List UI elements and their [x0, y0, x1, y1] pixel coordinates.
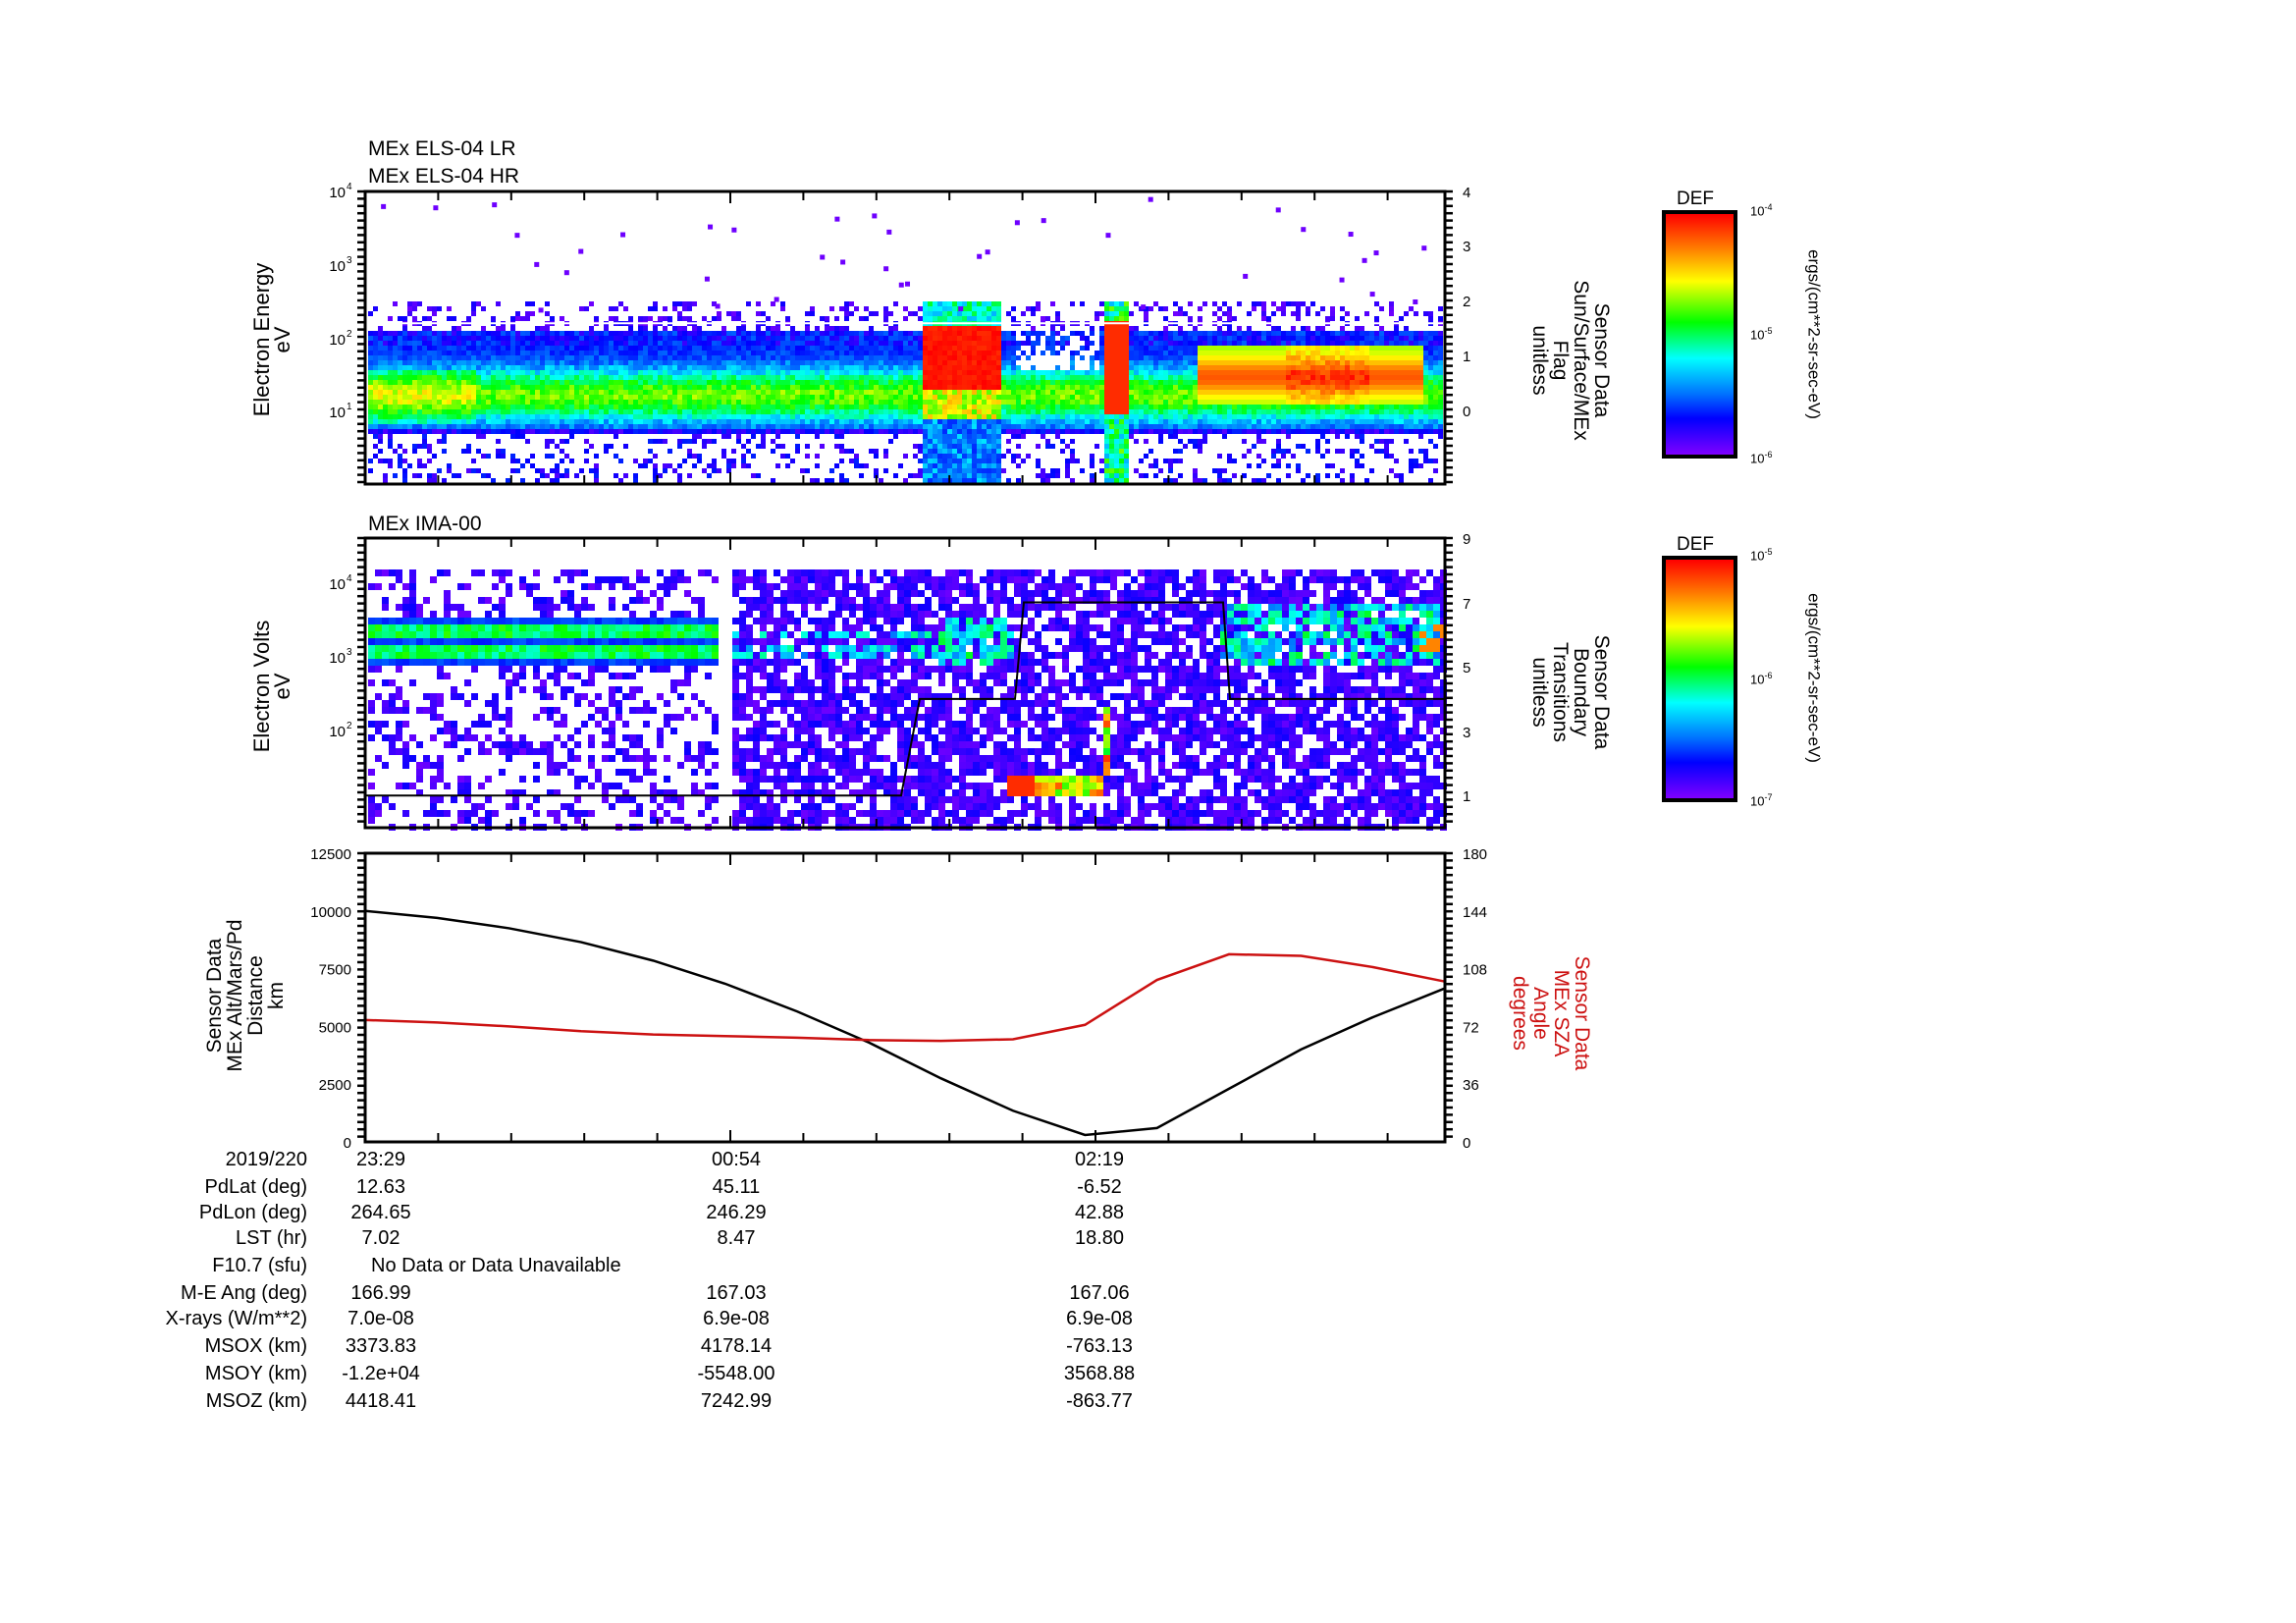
- colorbar2-units: ergs/(cm**2-sr-sec-eV): [1804, 593, 1824, 763]
- colorbar1-title: DEF: [1677, 189, 1714, 209]
- info-label-msoz: MSOZ (km): [205, 1390, 307, 1412]
- info-label-lst: LST (hr): [236, 1227, 307, 1249]
- boundary-transitions-line: [365, 601, 1445, 797]
- colorbar2-tick-mid: 10-6: [1750, 671, 1773, 687]
- info-xrays-2: 6.9e-08: [703, 1308, 770, 1329]
- colorbar1-tick-mid: 10-5: [1750, 326, 1773, 343]
- info-msox-3: -763.13: [1066, 1335, 1133, 1357]
- orbit-line-plot: [364, 909, 1446, 1137]
- top-yunit-text: eV: [270, 326, 294, 353]
- colorbar1-tick-max: 10-4: [1750, 202, 1773, 219]
- info-msox-1: 3373.83: [345, 1335, 417, 1357]
- colorbar2-title: DEF: [1677, 534, 1714, 555]
- colorbar2: [1662, 556, 1737, 802]
- colorbar2-tick-max: 10-5: [1750, 547, 1773, 564]
- mid-ylabel-text: Electron Volts: [249, 620, 274, 753]
- info-msoz-2: 7242.99: [700, 1390, 773, 1412]
- info-me-ang-2: 167.03: [706, 1282, 767, 1304]
- mid-right-ylabel: Sensor Data Boundary Transitions unitles…: [1528, 565, 1613, 820]
- mid-panel-title: MEx IMA-00: [368, 513, 482, 535]
- bot-left-label-line1: Sensor Data: [203, 938, 226, 1054]
- info-msoy-2: -5548.00: [697, 1363, 775, 1384]
- colorbar1-units: ergs/(cm**2-sr-sec-eV): [1804, 249, 1824, 419]
- info-label-msoy: MSOY (km): [204, 1363, 307, 1384]
- altitude-line: [364, 909, 1446, 1137]
- info-pdlat-1: 12.63: [355, 1176, 406, 1198]
- info-msox-2: 4178.14: [700, 1335, 773, 1357]
- info-pdlat-2: 45.11: [712, 1176, 761, 1198]
- bot-right-label-line4: degrees: [1509, 976, 1531, 1051]
- bot-left-label-line2: MEx Alt/Mars/Pd: [224, 919, 246, 1072]
- info-me-ang-3: 167.06: [1069, 1282, 1130, 1304]
- mid-right-label-line4: unitless: [1528, 657, 1551, 728]
- info-label-pdlon: PdLon (deg): [198, 1202, 307, 1223]
- info-pdlon-2: 246.29: [706, 1202, 767, 1223]
- bot-ylabel: Sensor Data MEx Alt/Mars/Pd Distance km: [203, 878, 288, 1113]
- bot-right-label-line2: MEx SZA: [1550, 969, 1573, 1057]
- top-right-label-line1: Sensor Data: [1590, 302, 1613, 418]
- info-pdlon-1: 264.65: [350, 1202, 411, 1223]
- colorbar1-tick-min: 10-6: [1750, 450, 1773, 466]
- info-lst-3: 18.80: [1074, 1227, 1125, 1249]
- bot-right-label-line1: Sensor Data: [1571, 955, 1593, 1071]
- top-ylabel: Electron Energy eV: [249, 242, 294, 438]
- top-panel-title-lr: MEx ELS-04 LR: [368, 137, 516, 160]
- colorbar1: [1662, 210, 1737, 459]
- els-spectrogram: [365, 196, 1445, 483]
- info-msoz-1: 4418.41: [345, 1390, 417, 1412]
- info-label-f107: F10.7 (sfu): [212, 1255, 307, 1276]
- info-lst-2: 8.47: [717, 1227, 756, 1249]
- bot-left-label-line4: km: [265, 982, 288, 1009]
- top-right-label-line4: unitless: [1528, 325, 1551, 396]
- info-lst-1: 7.02: [361, 1227, 400, 1249]
- colorbar2-tick-min: 10-7: [1750, 792, 1773, 809]
- info-time-1: 23:29: [355, 1149, 406, 1170]
- top-ylabel-text: Electron Energy: [249, 262, 274, 417]
- top-right-label-line2: Sun/Surface/MEx: [1570, 280, 1592, 441]
- bot-right-label-line3: Angle: [1529, 987, 1552, 1040]
- top-panel-title-hr: MEx ELS-04 HR: [368, 165, 520, 188]
- info-label-msox: MSOX (km): [204, 1335, 307, 1357]
- info-label-xrays: X-rays (W/m**2): [165, 1308, 307, 1329]
- ima-spectrogram: [365, 569, 1447, 831]
- info-label-date: 2019/220: [225, 1149, 307, 1170]
- mid-ylabel: Electron Volts eV: [249, 588, 294, 784]
- bot-right-ylabel: Sensor Data MEx SZA Angle degrees: [1509, 905, 1593, 1121]
- info-time-3: 02:19: [1074, 1149, 1125, 1170]
- info-msoy-1: -1.2e+04: [342, 1363, 420, 1384]
- top-right-label-line3: Flag: [1549, 340, 1572, 381]
- info-xrays-3: 6.9e-08: [1066, 1308, 1133, 1329]
- orbit-plot-frame: [363, 851, 1447, 1144]
- mid-right-label-line1: Sensor Data: [1590, 634, 1613, 750]
- info-label-me-ang: M-E Ang (deg): [181, 1282, 307, 1304]
- mid-right-label-line3: Transitions: [1549, 642, 1572, 742]
- info-label-pdlat: PdLat (deg): [204, 1176, 307, 1198]
- top-right-ylabel: Sensor Data Sun/Surface/MEx Flag unitles…: [1528, 233, 1613, 488]
- info-xrays-1: 7.0e-08: [347, 1308, 414, 1329]
- info-msoz-3: -863.77: [1066, 1390, 1133, 1412]
- bot-left-label-line3: Distance: [244, 955, 267, 1036]
- info-msoy-3: 3568.88: [1063, 1363, 1136, 1384]
- mid-right-label-line2: Boundary: [1570, 648, 1592, 736]
- sza-line: [364, 952, 1446, 1043]
- info-pdlat-3: -6.52: [1077, 1176, 1122, 1198]
- mid-yunit-text: eV: [270, 673, 294, 700]
- info-me-ang-1: 166.99: [350, 1282, 411, 1304]
- info-f107-value: No Data or Data Unavailable: [371, 1255, 621, 1276]
- info-pdlon-3: 42.88: [1074, 1202, 1125, 1223]
- info-time-2: 00:54: [711, 1149, 762, 1170]
